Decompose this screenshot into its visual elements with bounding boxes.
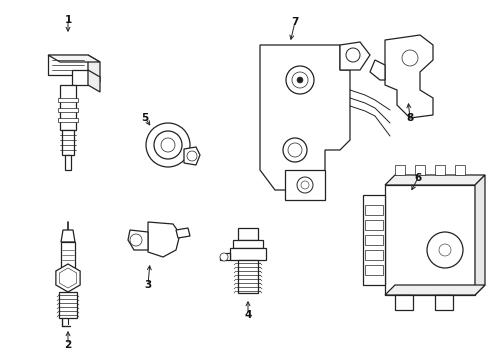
Polygon shape (369, 60, 384, 80)
Polygon shape (434, 165, 444, 175)
Polygon shape (364, 235, 382, 245)
Polygon shape (58, 108, 78, 112)
Polygon shape (176, 228, 190, 238)
Polygon shape (384, 285, 484, 295)
Text: 2: 2 (64, 340, 71, 350)
Circle shape (146, 123, 190, 167)
Circle shape (296, 177, 312, 193)
Polygon shape (72, 70, 88, 85)
Polygon shape (128, 230, 148, 250)
Polygon shape (364, 205, 382, 215)
Text: 1: 1 (64, 15, 71, 25)
Polygon shape (394, 165, 404, 175)
Polygon shape (48, 55, 100, 62)
Circle shape (401, 50, 417, 66)
Polygon shape (238, 228, 258, 240)
Circle shape (285, 66, 313, 94)
Polygon shape (61, 242, 75, 268)
Circle shape (426, 232, 462, 268)
Polygon shape (414, 165, 424, 175)
Polygon shape (285, 170, 325, 200)
Circle shape (283, 138, 306, 162)
Polygon shape (362, 195, 384, 285)
Polygon shape (229, 248, 265, 260)
Polygon shape (339, 42, 369, 70)
Circle shape (186, 151, 197, 161)
Polygon shape (48, 55, 88, 75)
Text: 5: 5 (141, 113, 148, 123)
Polygon shape (220, 253, 229, 260)
Circle shape (220, 253, 227, 261)
Text: 6: 6 (413, 173, 421, 183)
Circle shape (154, 131, 182, 159)
Polygon shape (384, 35, 432, 118)
Polygon shape (434, 295, 452, 310)
Polygon shape (60, 85, 76, 130)
Text: 8: 8 (406, 113, 413, 123)
Text: 7: 7 (291, 17, 298, 27)
Polygon shape (364, 250, 382, 260)
Polygon shape (58, 98, 78, 102)
Polygon shape (394, 295, 412, 310)
Polygon shape (364, 265, 382, 275)
Polygon shape (364, 220, 382, 230)
Polygon shape (58, 118, 78, 122)
Polygon shape (88, 55, 100, 82)
Polygon shape (384, 175, 484, 185)
Circle shape (130, 234, 142, 246)
Polygon shape (65, 155, 71, 170)
Polygon shape (384, 185, 474, 295)
Polygon shape (148, 222, 180, 257)
Polygon shape (61, 230, 75, 242)
Text: 3: 3 (144, 280, 151, 290)
Polygon shape (232, 240, 263, 248)
Circle shape (346, 48, 359, 62)
Circle shape (296, 77, 303, 83)
Polygon shape (183, 147, 200, 165)
Polygon shape (88, 70, 100, 92)
Polygon shape (238, 260, 258, 293)
Polygon shape (56, 264, 80, 292)
Polygon shape (474, 175, 484, 295)
Polygon shape (260, 45, 349, 190)
Polygon shape (62, 130, 74, 155)
Text: 4: 4 (244, 310, 251, 320)
Polygon shape (59, 292, 77, 318)
Polygon shape (454, 165, 464, 175)
